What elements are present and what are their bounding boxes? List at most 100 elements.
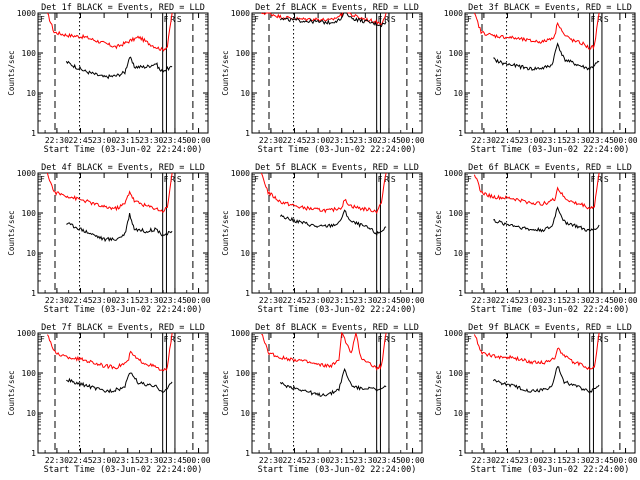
x-tick-label: 00:00	[614, 296, 638, 305]
y-tick-label: 10	[240, 89, 250, 98]
x-tick-label: 00:00	[187, 136, 211, 145]
y-tick-label: 1000	[17, 9, 36, 18]
chart-panel: Det 1f BLACK = Events, RED = LLD 1 10 100 10…	[7, 3, 211, 155]
annotation-label: R	[597, 175, 602, 184]
y-tick-label: 10	[240, 249, 250, 258]
y-tick-label: 1000	[231, 169, 250, 178]
plot-frame	[251, 172, 423, 294]
y-tick-label: 1000	[231, 9, 250, 18]
y-tick-label: 100	[22, 369, 37, 378]
x-tick-label: 22:30	[45, 136, 69, 145]
annotation-label: F	[40, 15, 45, 24]
x-tick-label: 23:15	[330, 296, 354, 305]
annotation-label: S	[177, 15, 182, 24]
x-axis-label: Start Time (03-Jun-02 22:24:00)	[44, 145, 203, 155]
x-tick-label: 22:30	[259, 136, 283, 145]
y-tick-label: 100	[236, 369, 251, 378]
y-tick-label: 1000	[444, 329, 463, 338]
x-axis-label: Start Time (03-Jun-02 22:24:00)	[44, 465, 203, 475]
annotation-label: F	[378, 335, 383, 344]
x-tick-label: 23:30	[353, 296, 377, 305]
annotation-label: R	[384, 175, 389, 184]
x-tick-label: 00:00	[401, 456, 425, 465]
annotation-label: R	[384, 15, 389, 24]
annotation-label: F	[591, 15, 596, 24]
x-tick-label: 23:30	[566, 136, 590, 145]
y-tick-label: 10	[26, 249, 36, 258]
x-tick-label: 22:30	[472, 456, 496, 465]
y-tick-label: 1	[31, 289, 36, 298]
x-tick-label: 23:45	[163, 136, 187, 145]
plot-frame	[251, 332, 423, 454]
y-tick-label: 1	[245, 129, 250, 138]
x-tick-label: 00:00	[401, 136, 425, 145]
plot-frame	[464, 12, 636, 134]
y-tick-label: 100	[449, 209, 464, 218]
x-tick-label: 23:00	[306, 296, 330, 305]
annotation-label: R	[170, 175, 175, 184]
x-tick-label: 23:15	[543, 296, 567, 305]
x-tick-label: 23:45	[377, 296, 401, 305]
series-line	[493, 206, 600, 233]
series-line	[473, 172, 600, 210]
y-tick-label: 1	[245, 289, 250, 298]
y-tick-label: 10	[240, 409, 250, 418]
x-tick-label: 23:45	[590, 296, 614, 305]
annotation-label: S	[391, 175, 396, 184]
y-tick-label: 1	[31, 129, 36, 138]
y-tick-label: 1	[458, 129, 463, 138]
x-tick-label: 23:15	[116, 456, 140, 465]
series-line	[65, 56, 173, 80]
chart-title: Det 6f BLACK = Events, RED = LLD	[468, 163, 632, 173]
x-tick-label: 23:00	[92, 456, 116, 465]
x-tick-label: 23:00	[92, 136, 116, 145]
annotation-label: S	[604, 335, 609, 344]
y-tick-label: 100	[236, 209, 251, 218]
series-line	[261, 331, 387, 371]
y-tick-label: 100	[22, 49, 37, 58]
x-tick-label: 22:45	[282, 456, 306, 465]
y-axis-label: Counts/sec	[434, 370, 443, 415]
chart-panel: Det 2f BLACK = Events, RED = LLD 1 10 100 10…	[221, 3, 425, 155]
x-tick-label: 22:45	[495, 296, 519, 305]
chart-title: Det 5f BLACK = Events, RED = LLD	[255, 163, 419, 173]
plot-frame	[251, 12, 423, 134]
annotation-label: F	[467, 175, 472, 184]
x-tick-label: 22:45	[495, 456, 519, 465]
y-axis-label: Counts/sec	[434, 210, 443, 255]
y-tick-label: 100	[22, 209, 37, 218]
x-tick-label: 23:30	[139, 456, 163, 465]
annotation-label: F	[40, 175, 45, 184]
x-tick-label: 23:30	[353, 136, 377, 145]
annotation-label: R	[597, 335, 602, 344]
x-tick-label: 22:45	[282, 136, 306, 145]
annotation-label: F	[254, 175, 259, 184]
x-axis-label: Start Time (03-Jun-02 22:24:00)	[471, 465, 630, 475]
x-tick-label: 22:30	[472, 296, 496, 305]
annotation-label: S	[391, 335, 396, 344]
annotation-label: F	[378, 175, 383, 184]
y-axis-label: Counts/sec	[7, 370, 16, 415]
chart-panel: Det 7f BLACK = Events, RED = LLD 1 10 100 10…	[7, 323, 211, 475]
chart-title: Det 9f BLACK = Events, RED = LLD	[468, 323, 632, 333]
series-line	[260, 172, 387, 215]
chart-title: Det 4f BLACK = Events, RED = LLD	[41, 163, 205, 173]
chart-panel: Det 3f BLACK = Events, RED = LLD 1 10 100 10…	[434, 3, 638, 155]
x-tick-label: 00:00	[614, 136, 638, 145]
x-tick-label: 23:15	[543, 136, 567, 145]
series-line	[493, 42, 600, 71]
series-line	[66, 213, 173, 243]
x-tick-label: 23:15	[116, 296, 140, 305]
y-tick-label: 100	[449, 49, 464, 58]
y-tick-label: 1000	[17, 329, 36, 338]
y-tick-label: 10	[26, 89, 36, 98]
x-tick-label: 23:30	[353, 456, 377, 465]
x-tick-label: 23:15	[543, 456, 567, 465]
plot-frame	[464, 172, 636, 294]
annotation-label: F	[254, 335, 259, 344]
annotation-label: F	[467, 335, 472, 344]
y-axis-label: Counts/sec	[7, 50, 16, 95]
series-line	[279, 12, 387, 28]
x-axis-label: Start Time (03-Jun-02 22:24:00)	[471, 145, 630, 155]
annotation-label: S	[604, 175, 609, 184]
